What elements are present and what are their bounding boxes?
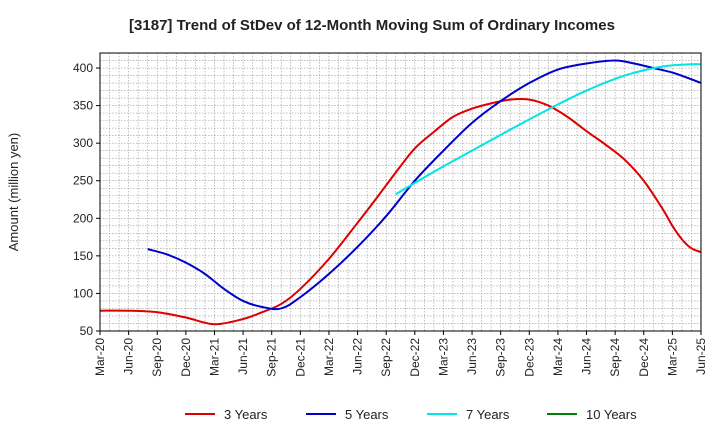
x-tick-label: Dec-22 — [408, 338, 422, 377]
y-tick-labels: 50 100 150 200 250 300 350 400 — [73, 61, 100, 338]
x-tick-labels: Mar-20 Jun-20 Sep-20 Dec-20 Mar-21 Jun-21 Sep-… — [93, 331, 708, 377]
y-tick-label: 350 — [73, 99, 93, 113]
x-tick-label: Jun-20 — [122, 338, 136, 375]
x-tick-label: Sep-21 — [265, 338, 279, 377]
x-tick-label: Mar-25 — [665, 338, 679, 376]
x-tick-label: Mar-23 — [436, 338, 450, 376]
x-tick-label: Mar-22 — [322, 338, 336, 376]
x-tick-label: Mar-24 — [551, 338, 565, 376]
x-tick-label: Jun-23 — [465, 338, 479, 375]
x-tick-label: Mar-20 — [93, 338, 107, 376]
x-tick-label: Mar-21 — [207, 338, 221, 376]
y-tick-label: 250 — [73, 174, 93, 188]
x-tick-label: Sep-23 — [494, 338, 508, 377]
x-tick-label: Dec-23 — [522, 338, 536, 377]
x-tick-label: Jun-24 — [580, 338, 594, 375]
y-tick-label: 300 — [73, 136, 93, 150]
x-tick-label: Sep-24 — [608, 338, 622, 377]
y-tick-label: 150 — [73, 249, 93, 263]
legend: 3 Years 5 Years 7 Years 10 Years — [185, 407, 637, 422]
y-tick-label: 100 — [73, 286, 93, 300]
legend-label-7-years: 7 Years — [466, 407, 510, 422]
series-line-7-years — [395, 63, 702, 196]
y-tick-label: 400 — [73, 61, 93, 75]
x-tick-label: Dec-21 — [293, 338, 307, 377]
legend-label-10-years: 10 Years — [586, 407, 637, 422]
x-tick-label: Dec-24 — [637, 338, 651, 377]
legend-label-5-years: 5 Years — [345, 407, 389, 422]
x-tick-label: Sep-22 — [379, 338, 393, 377]
x-tick-label: Dec-20 — [179, 338, 193, 377]
x-tick-label: Jun-22 — [351, 338, 365, 375]
y-tick-label: 200 — [73, 211, 93, 225]
chart-title: [3187] Trend of StDev of 12-Month Moving… — [129, 17, 615, 34]
grid — [100, 53, 701, 331]
series-line-5-years — [147, 59, 702, 311]
x-tick-label: Jun-21 — [236, 338, 250, 375]
legend-label-3-years: 3 Years — [224, 407, 268, 422]
plot-frame — [99, 52, 702, 332]
y-axis-label: Amount (million yen) — [6, 133, 21, 252]
series-line-3-years — [99, 97, 702, 326]
series-group — [99, 59, 702, 326]
x-tick-label: Sep-20 — [150, 338, 164, 377]
y-tick-label: 50 — [80, 324, 94, 338]
x-tick-label: Jun-25 — [694, 338, 708, 375]
